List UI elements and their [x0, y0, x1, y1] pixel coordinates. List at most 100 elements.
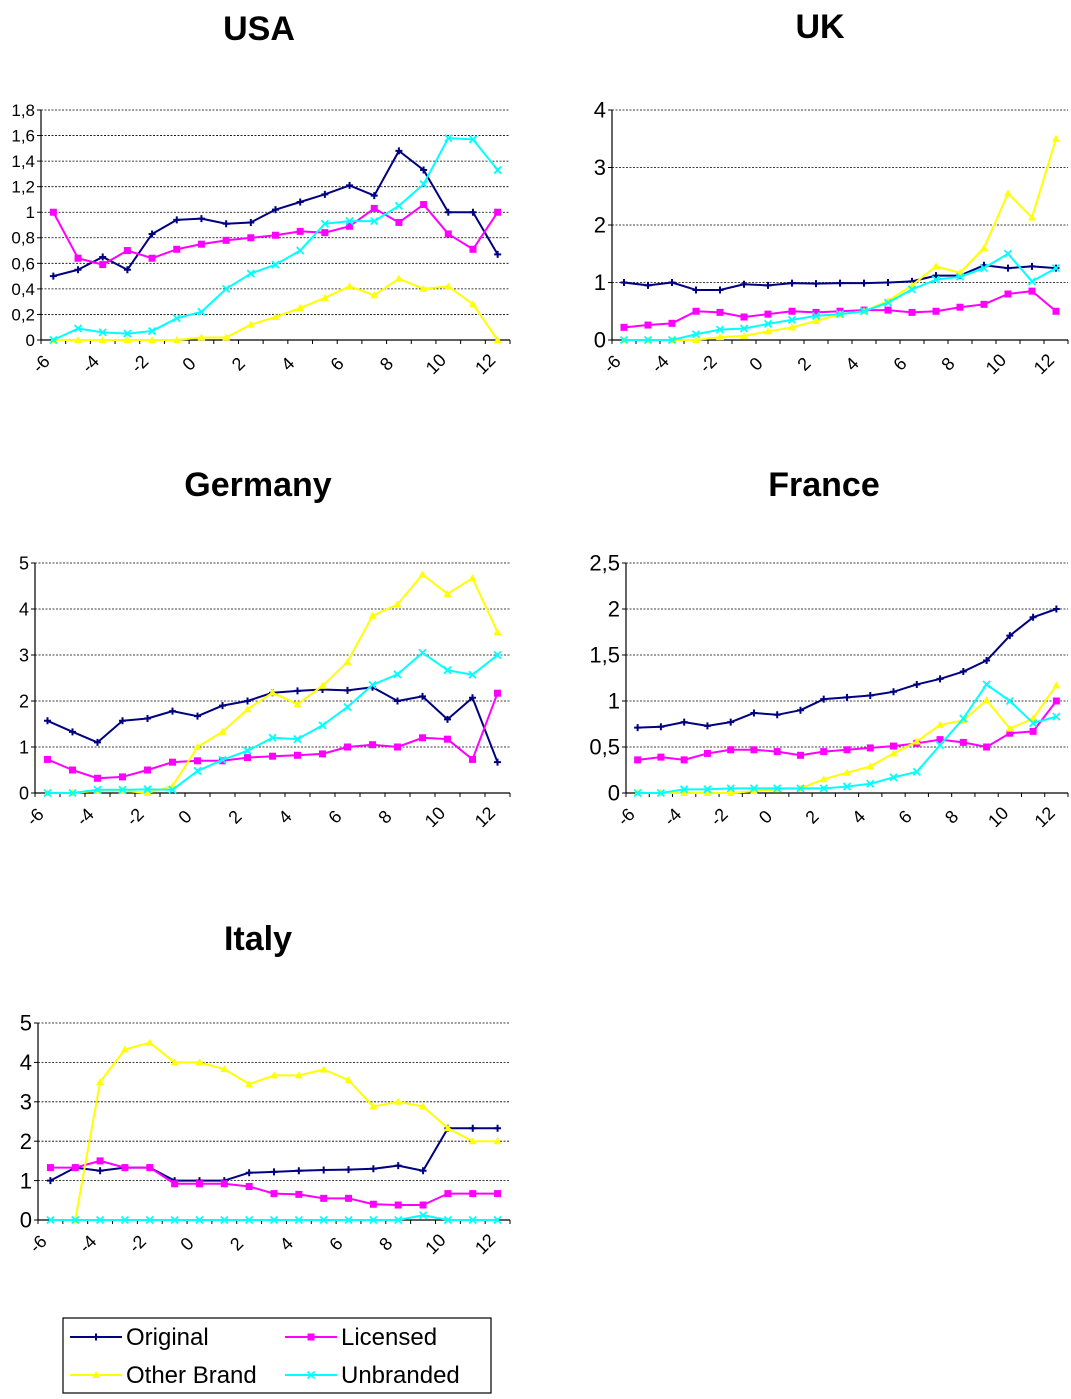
italy-x-tick-label: 2 [226, 1233, 247, 1254]
france-licensed-point [727, 746, 735, 754]
usa-y-tick-label: 1 [26, 203, 35, 222]
italy-x-tick-label: -6 [25, 1231, 50, 1256]
france-other-brand-point [1029, 714, 1038, 722]
germany-original-point [94, 738, 101, 746]
germany-licensed-point [144, 766, 151, 774]
germany-unbranded-point [343, 702, 352, 712]
france-unbranded-point [656, 788, 666, 798]
italy-other-brand-point [344, 1076, 353, 1084]
germany-original-point [419, 692, 426, 700]
uk-other-brand-point [764, 327, 772, 335]
uk-unbranded-point [979, 263, 989, 273]
uk-x-tick-label: 6 [889, 353, 910, 374]
germany-other-brand-point [293, 700, 302, 708]
germany-licensed-point [244, 754, 251, 762]
france-x-tick-label: 12 [1031, 803, 1059, 831]
uk-x-tick-label: 0 [745, 353, 766, 374]
italy-unbranded-point [369, 1215, 378, 1225]
usa-x-tick-label: 4 [277, 353, 298, 374]
germany-unbranded-point [243, 746, 252, 755]
germany-x-tick-label: 2 [224, 806, 245, 827]
italy-x-tick-label: 8 [375, 1233, 396, 1254]
italy-licensed-point [469, 1190, 477, 1198]
uk-licensed-point [1028, 287, 1036, 295]
uk-unbranded-point [1003, 249, 1013, 258]
germany-unbranded-point [43, 788, 52, 798]
france-original-point [1052, 605, 1060, 613]
france-y-tick-label: 1 [608, 689, 620, 714]
uk-unbranded-point [1027, 277, 1037, 286]
germany-x-tick-label: 8 [374, 806, 395, 827]
germany-x-tick-label: 6 [324, 806, 345, 827]
france-other-brand-point [703, 789, 712, 796]
italy-x-tick-label: 10 [421, 1230, 449, 1258]
france-licensed-point [936, 736, 944, 744]
france-licensed-point [1006, 729, 1014, 737]
usa-unbranded-point [147, 326, 157, 336]
usa-licensed-point [99, 261, 107, 269]
uk-licensed-point [620, 323, 628, 331]
usa-licensed-point [444, 230, 452, 238]
italy-original-point [320, 1166, 328, 1174]
italy-y-tick-label: 5 [20, 1011, 32, 1036]
usa-other-brand-point [394, 274, 403, 282]
germany-unbranded-point [193, 766, 202, 776]
usa-original-point [420, 166, 428, 174]
usa-unbranded-point [221, 284, 231, 294]
italy-other-brand-point [170, 1058, 179, 1066]
usa-other-brand-point [370, 291, 379, 299]
usa-unbranded-point [73, 324, 83, 333]
france-licensed-point [959, 738, 967, 746]
germany-unbranded-point [143, 785, 152, 794]
usa-original-point [99, 253, 107, 261]
germany-original-point [244, 697, 251, 705]
usa-other-brand-point [123, 336, 132, 343]
france-chart: France 0 0,5 1 1,5 2 2,5 -6 -4 -2 0 2 4 6 8 10 12 [589, 466, 1069, 831]
usa-original-point [74, 266, 82, 274]
france-original-point [843, 693, 851, 701]
germany-x-tick-label: 12 [471, 803, 499, 831]
uk-original-point [668, 279, 676, 286]
germany-other-brand-point [393, 600, 402, 608]
uk-original-point [860, 279, 868, 287]
uk-licensed-point [908, 308, 916, 316]
france-other-brand-point [1005, 724, 1014, 732]
germany-x-tick-label: 0 [174, 806, 195, 827]
france-licensed-point [1029, 727, 1037, 735]
usa-licensed-point [222, 236, 230, 244]
germany-y-tick-label: 2 [19, 691, 29, 711]
uk-y-tick-label: 1 [594, 270, 606, 295]
italy-other-brand-point [220, 1065, 229, 1073]
italy-other-brand-point [419, 1102, 428, 1110]
uk-unbranded-point [811, 311, 821, 320]
italy-original-point [345, 1166, 353, 1174]
usa-y-tick-label: 0 [26, 331, 35, 350]
uk-original-point [716, 286, 724, 294]
usa-other-brand-point [98, 336, 107, 343]
legend: Original Licensed Other Brand Unbranded [62, 1317, 492, 1394]
france-x-tick-label: 2 [801, 806, 822, 827]
germany-original-point [144, 714, 151, 722]
uk-other-brand-point [980, 244, 988, 251]
italy-original-point [245, 1169, 253, 1177]
italy-licensed-point [444, 1190, 452, 1198]
france-licensed-point [820, 748, 828, 756]
uk-x-tick-label: -2 [695, 351, 720, 376]
france-x-tick-label: 0 [755, 806, 776, 827]
italy-chart-title: Italy [224, 920, 292, 958]
uk-licensed-point [884, 306, 892, 314]
germany-y-tick-label: 0 [19, 783, 29, 803]
italy-x-tick-label: 12 [471, 1230, 499, 1258]
germany-x-tick-label: 4 [274, 806, 295, 827]
germany-licensed-point [469, 755, 476, 763]
germany-unbranded-point [293, 735, 302, 744]
usa-licensed-point [370, 204, 378, 212]
usa-other-brand-point [197, 333, 206, 341]
france-unbranded-point [749, 784, 759, 793]
usa-unbranded-point [320, 219, 330, 228]
germany-x-tick-label: 10 [421, 803, 449, 831]
germany-y-tick-label: 3 [19, 645, 29, 665]
france-original-point [820, 695, 828, 703]
france-unbranded-point [889, 773, 898, 782]
